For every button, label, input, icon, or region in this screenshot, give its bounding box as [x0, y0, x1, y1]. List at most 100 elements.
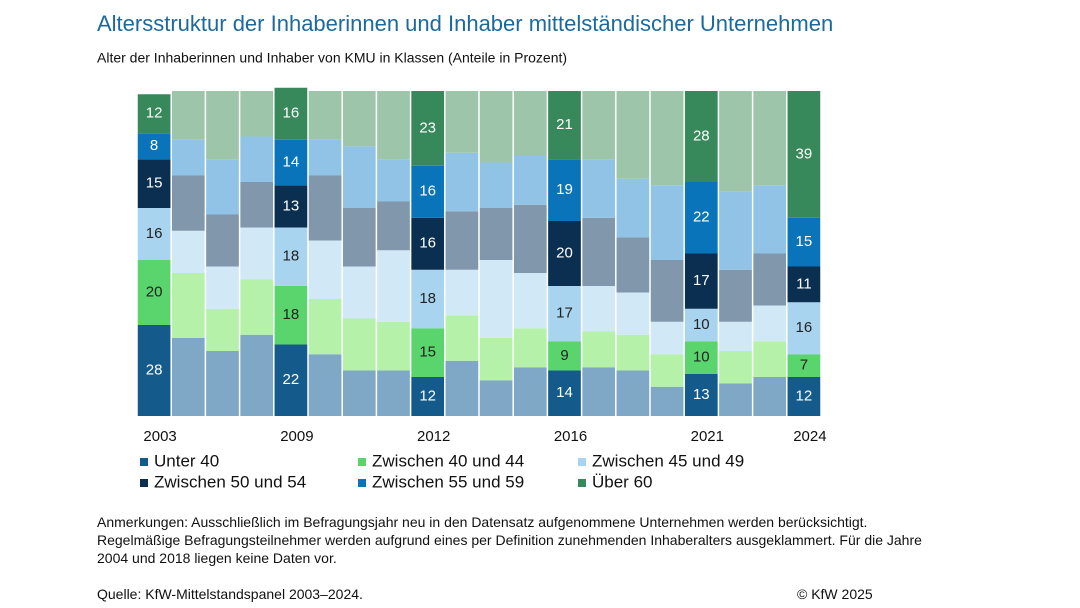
- bar-segment: [206, 308, 239, 351]
- data-label: 12: [146, 105, 163, 122]
- bar-segment: [719, 269, 752, 322]
- bar-segment: [787, 217, 821, 267]
- bar-segment: [342, 370, 376, 416]
- data-label: 16: [419, 235, 436, 252]
- x-tick-label: 2009: [280, 428, 313, 445]
- bar-segment: [411, 217, 445, 270]
- data-label: 28: [693, 127, 710, 144]
- bar-segment: [582, 367, 616, 416]
- data-label: 8: [150, 137, 158, 154]
- legend-swatch: [358, 458, 366, 466]
- bar-segment: [479, 380, 513, 416]
- bar-segment: [513, 204, 547, 273]
- bar-segment: [684, 373, 718, 416]
- data-label: 17: [556, 305, 573, 322]
- bar-segment: [171, 230, 205, 273]
- bar-segment: [342, 208, 376, 267]
- data-label: 23: [419, 119, 436, 136]
- bar-segment: [548, 221, 581, 286]
- data-label: 19: [556, 181, 573, 198]
- x-tick-label: 2003: [143, 428, 176, 445]
- bar-segment: [787, 302, 821, 355]
- bar-segment: [240, 91, 274, 137]
- data-label: 16: [796, 319, 813, 336]
- bar-segment: [616, 178, 650, 238]
- bar-segment: [650, 260, 684, 322]
- bar-segment: [753, 341, 787, 377]
- bar-segment: [308, 354, 342, 416]
- bar-segment: [308, 175, 342, 241]
- source: Quelle: KfW-Mittelstandspanel 2003–2024.: [97, 586, 363, 602]
- bar-segment: [137, 260, 171, 325]
- bar-segment: [240, 279, 274, 335]
- bar-segment: [753, 253, 787, 306]
- data-label: 16: [146, 225, 163, 242]
- data-label: 15: [419, 344, 436, 361]
- bar-segment: [787, 377, 821, 416]
- bar-segment: [582, 159, 616, 218]
- bar-segment: [240, 334, 274, 416]
- bar-segment: [616, 237, 650, 293]
- legend-label: Zwischen 50 und 54: [154, 472, 306, 491]
- bar-segment: [137, 208, 171, 260]
- bar-segment: [445, 91, 479, 153]
- legend-label: Zwischen 45 und 49: [592, 451, 744, 470]
- bar-segment: [137, 325, 171, 416]
- bar-segment: [411, 377, 445, 416]
- bar-segment: [240, 227, 274, 280]
- bar-segment: [684, 341, 718, 374]
- data-label: 20: [556, 244, 573, 261]
- bar-segment: [513, 367, 547, 416]
- data-label: 11: [796, 275, 812, 292]
- bar-segment: [445, 360, 479, 416]
- bar-segment: [513, 156, 547, 205]
- data-label: 14: [556, 384, 573, 401]
- bar-segment: [137, 94, 171, 134]
- bar-segment: [274, 87, 308, 140]
- data-label: 18: [419, 290, 436, 307]
- bar-segment: [377, 201, 410, 251]
- x-tick-label: 2021: [691, 428, 724, 445]
- bar-segment: [513, 91, 547, 156]
- data-label: 7: [800, 357, 808, 374]
- notes: Anmerkungen: Ausschließlich im Befragung…: [97, 514, 922, 566]
- chart-title: Altersstruktur der Inhaberinnen und Inha…: [97, 11, 833, 36]
- data-label: 39: [796, 145, 813, 162]
- bar-segment: [171, 139, 205, 176]
- bar-segment: [513, 328, 547, 368]
- chart-subtitle: Alter der Inhaberinnen und Inhaber von K…: [97, 50, 567, 66]
- data-label: 20: [146, 283, 163, 300]
- data-label: 13: [283, 197, 300, 214]
- bar-segment: [377, 321, 410, 371]
- x-tick-label: 2024: [793, 428, 826, 445]
- bar-segment: [479, 260, 513, 338]
- bar-segment: [411, 269, 445, 329]
- bar-segment: [582, 331, 616, 368]
- x-tick-label: 2012: [417, 428, 450, 445]
- bar-segment: [719, 91, 752, 192]
- data-label: 22: [283, 371, 300, 388]
- bar-segment: [206, 159, 239, 215]
- data-label: 15: [796, 233, 813, 250]
- bar-segment: [411, 165, 445, 218]
- bar-segment: [445, 211, 479, 270]
- legend-swatch: [358, 479, 366, 487]
- bar-segment: [650, 185, 684, 260]
- bar-segment: [308, 139, 342, 176]
- bar-segment: [719, 321, 752, 351]
- bar-segment: [274, 344, 308, 416]
- data-label: 10: [693, 316, 710, 333]
- bar-segment: [206, 266, 239, 309]
- bar-segment: [582, 91, 616, 160]
- legend-label: Über 60: [592, 472, 652, 491]
- data-label: 12: [796, 387, 813, 404]
- data-label: 21: [556, 116, 573, 133]
- bar-segment: [719, 351, 752, 384]
- bar-segment: [274, 286, 308, 345]
- bar-segment: [582, 217, 616, 286]
- data-label: 18: [283, 306, 300, 323]
- bar-segment: [684, 253, 718, 309]
- bar-segment: [548, 159, 581, 221]
- legend-swatch: [140, 458, 148, 466]
